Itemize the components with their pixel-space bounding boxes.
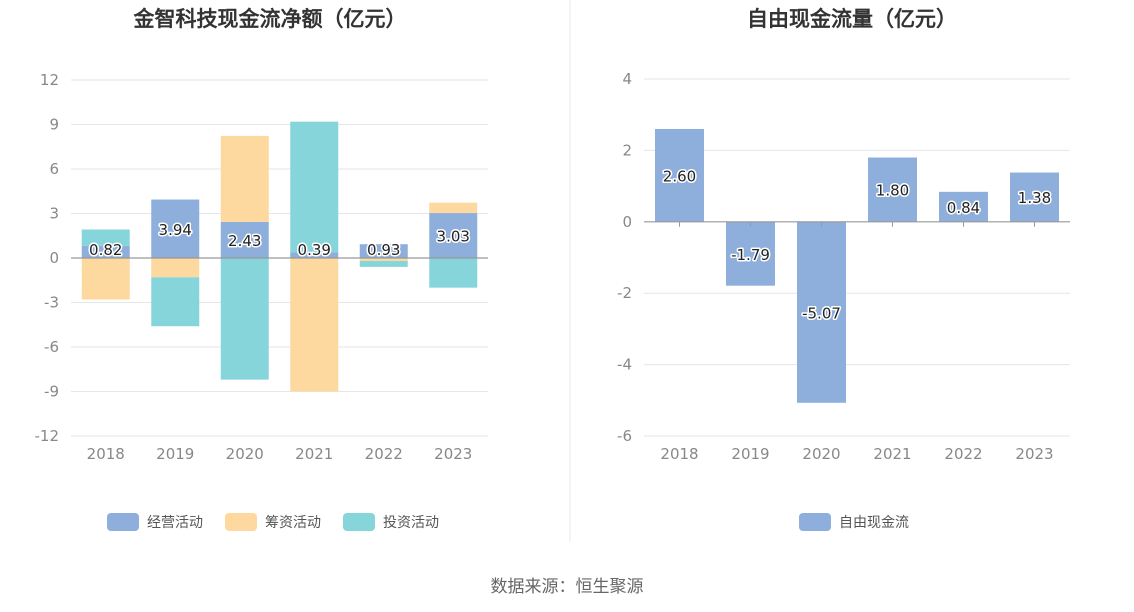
bar — [81, 245, 130, 258]
y-tick-label: -4 — [617, 356, 632, 374]
bar — [429, 213, 478, 258]
y-tick-label: -12 — [35, 427, 60, 445]
y-tick-label: 3 — [49, 205, 59, 223]
bar — [359, 258, 408, 261]
chart-title: 金智科技现金流净额（亿元） — [133, 7, 407, 31]
chart-title: 自由现金流量（亿元） — [747, 7, 957, 31]
bar — [81, 229, 130, 246]
bar — [359, 244, 408, 258]
bar — [81, 258, 130, 300]
y-tick-label: -2 — [617, 284, 632, 302]
legend-label: 筹资活动 — [265, 514, 321, 531]
data-label: 3.03 — [437, 228, 470, 246]
bar — [797, 221, 846, 403]
x-tick-label: 2023 — [1015, 445, 1053, 463]
data-label: 0.39 — [298, 241, 331, 259]
data-label: -5.07 — [802, 304, 841, 322]
bar — [655, 128, 704, 222]
data-label: 0.84 — [947, 199, 980, 217]
chart-left-cash-flow: 金智科技现金流净额（亿元） -12 -9 -6 -3 0 3 6 9 12 2018 2019 2020… — [35, 7, 488, 531]
y-tick-label: 12 — [40, 71, 59, 89]
y-tick-label: 0 — [622, 213, 632, 231]
y-tick-label: 4 — [622, 70, 632, 88]
x-tick-label: 2021 — [295, 445, 333, 463]
y-tick-label: -9 — [44, 383, 59, 401]
y-tick-label: -6 — [44, 338, 59, 356]
x-tick-label: 2020 — [802, 445, 840, 463]
chart-right-free-cash-flow: 自由现金流量（亿元） -6 -4 -2 0 2 4 2018 2019 2020 2021 2022 2… — [617, 7, 1070, 531]
bar — [151, 277, 200, 327]
legend-label: 自由现金流 — [839, 515, 909, 531]
x-tick-label: 2019 — [156, 445, 194, 463]
x-tick-label: 2023 — [434, 445, 472, 463]
bar — [726, 221, 775, 286]
legend-swatch — [107, 513, 139, 531]
legend-swatch — [225, 513, 257, 531]
data-label: 2.43 — [228, 232, 261, 250]
bar — [151, 199, 200, 258]
data-label: 0.82 — [89, 241, 122, 259]
bar — [1010, 172, 1059, 222]
x-tick-label: 2018 — [87, 445, 125, 463]
bar — [429, 258, 478, 288]
x-tick-label: 2020 — [226, 445, 264, 463]
y-tick-label: 2 — [622, 141, 632, 159]
data-label: 2.60 — [663, 167, 696, 185]
bar — [290, 252, 339, 258]
data-label: 1.38 — [1018, 189, 1051, 207]
data-source-note: 数据来源：恒生聚源 — [490, 577, 644, 597]
bar — [939, 191, 988, 222]
y-tick-label: 9 — [49, 116, 59, 134]
x-tick-label: 2022 — [944, 445, 982, 463]
data-label: 3.94 — [159, 221, 192, 239]
bar — [220, 135, 269, 222]
bar — [220, 221, 269, 258]
y-tick-label: 0 — [49, 249, 59, 267]
bar — [290, 121, 339, 253]
data-label: 0.93 — [367, 241, 400, 259]
legend-swatch — [799, 513, 831, 531]
y-tick-label: -3 — [44, 294, 59, 312]
legend-swatch — [343, 513, 375, 531]
x-tick-label: 2022 — [365, 445, 403, 463]
bar — [220, 258, 269, 380]
bar — [429, 202, 478, 214]
y-tick-label: -6 — [617, 427, 632, 445]
x-tick-label: 2021 — [873, 445, 911, 463]
x-tick-label: 2019 — [731, 445, 769, 463]
y-tick-label: 6 — [49, 160, 59, 178]
bar — [290, 258, 339, 392]
x-tick-label: 2018 — [660, 445, 698, 463]
bar — [359, 260, 408, 267]
bar — [868, 157, 917, 222]
data-label: 1.80 — [876, 182, 909, 200]
bar — [151, 258, 200, 278]
legend-label: 经营活动 — [147, 515, 203, 531]
data-label: -1.79 — [731, 246, 770, 264]
legend-label: 投资活动 — [383, 515, 439, 531]
